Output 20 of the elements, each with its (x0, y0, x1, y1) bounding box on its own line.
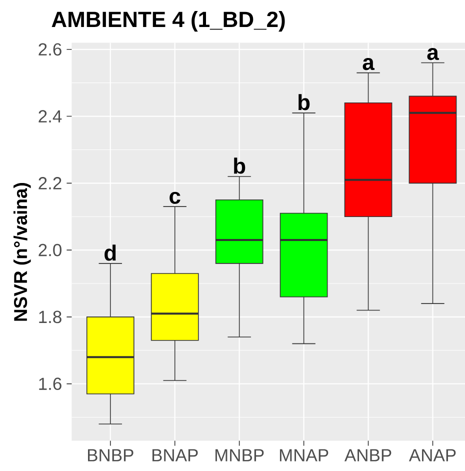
x-tick-label: BNBP (88, 449, 134, 462)
x-tick-label: MNBP (215, 449, 264, 462)
y-tick-label: 2.0 (38, 244, 62, 256)
y-tick-label: 1.8 (39, 310, 62, 324)
x-tick-label: ANAP (408, 449, 456, 462)
x-tick-label: ANBP (344, 449, 392, 462)
annotation: c (170, 192, 180, 204)
annotation: d (104, 244, 116, 261)
y-tick-label: 2.2 (38, 177, 62, 190)
y-tick-label: 1.6 (39, 378, 62, 390)
annotation: b (234, 158, 246, 174)
annotation: a (427, 48, 440, 60)
y-tick-label: 2.4 (38, 110, 62, 122)
x-tick-label: MNAP (280, 449, 328, 462)
annotation: b (298, 94, 310, 110)
y-axis-title: NSVR (n°/vaina) (14, 182, 31, 321)
chart-title: AMBIENTE 4 (1_BD_2) (52, 11, 285, 32)
y-tick-label: 2.6 (38, 43, 62, 56)
annotation: a (362, 58, 375, 70)
x-tick-label: BNAP (152, 449, 198, 462)
